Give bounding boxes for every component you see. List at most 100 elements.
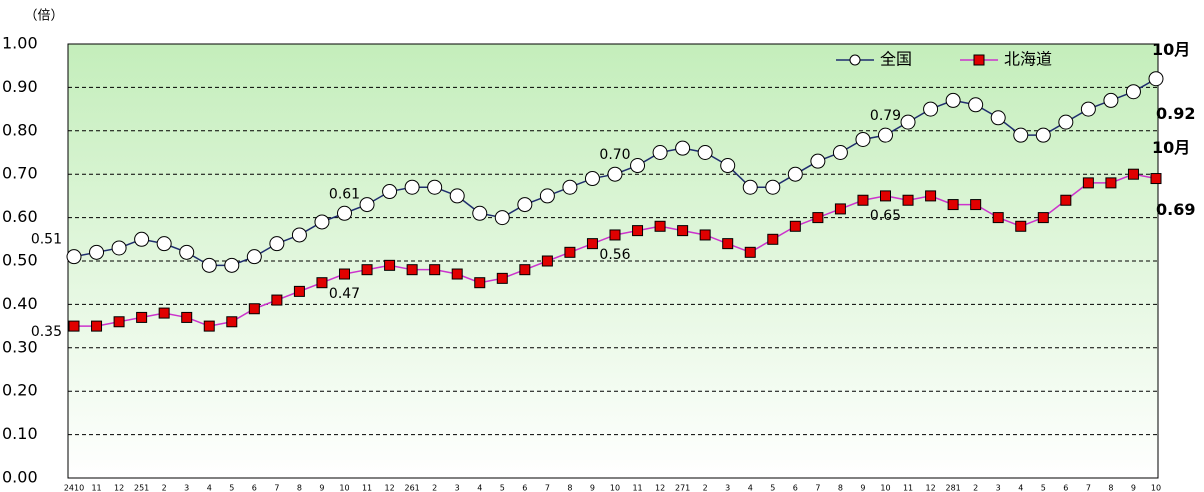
marker xyxy=(970,199,982,211)
y-tick-label: 0.50 xyxy=(2,251,38,270)
marker xyxy=(880,190,891,202)
marker xyxy=(1060,194,1072,206)
marker xyxy=(158,307,170,319)
marker xyxy=(474,277,486,289)
marker xyxy=(1058,114,1074,130)
marker xyxy=(314,214,330,230)
x-tick-label: 12 xyxy=(655,484,665,492)
marker xyxy=(89,244,105,260)
marker xyxy=(293,285,305,297)
marker xyxy=(992,212,1004,224)
x-tick-label: 2 xyxy=(162,484,167,492)
data-label: 0.79 xyxy=(870,108,901,124)
marker xyxy=(517,197,533,213)
marker xyxy=(564,246,576,258)
x-tick-label: 2 xyxy=(703,484,708,492)
marker xyxy=(722,238,734,250)
marker xyxy=(451,268,463,280)
data-label: 0.56 xyxy=(599,247,630,263)
marker xyxy=(136,311,148,323)
x-tick-label: 7 xyxy=(545,484,550,492)
marker xyxy=(1148,71,1164,87)
legend-label: 北海道 xyxy=(1004,50,1052,69)
x-tick-label: 6 xyxy=(252,484,257,492)
marker xyxy=(156,236,172,252)
x-tick-label: 261 xyxy=(404,484,419,492)
marker xyxy=(632,225,644,237)
x-tick-label: 5 xyxy=(229,484,234,492)
x-tick-label: 281 xyxy=(945,484,960,492)
marker xyxy=(111,240,127,256)
x-tick-label: 11 xyxy=(632,484,642,492)
marker xyxy=(113,316,125,328)
marker xyxy=(855,131,871,147)
marker xyxy=(652,145,668,160)
marker xyxy=(834,203,846,215)
marker xyxy=(339,268,350,280)
marker xyxy=(246,249,262,265)
marker xyxy=(1103,92,1119,108)
x-tick-label: 8 xyxy=(838,484,843,492)
x-tick-label: 10 xyxy=(880,484,890,492)
x-tick-label: 6 xyxy=(522,484,527,492)
marker xyxy=(496,272,508,284)
x-tick-label: 11 xyxy=(91,484,101,492)
marker xyxy=(429,264,441,276)
marker xyxy=(990,110,1006,126)
marker xyxy=(472,205,488,221)
x-tick-label: 8 xyxy=(1108,484,1113,492)
y-tick-label: 1.00 xyxy=(2,34,38,53)
marker xyxy=(359,197,375,213)
marker xyxy=(742,179,758,195)
marker xyxy=(584,171,600,187)
marker xyxy=(810,153,826,169)
x-tick-label: 9 xyxy=(1131,484,1136,492)
data-label: 0.69 xyxy=(1156,200,1195,219)
marker xyxy=(541,255,553,267)
legend-marker xyxy=(973,54,985,66)
x-tick-label: 4 xyxy=(748,484,753,492)
marker xyxy=(404,179,420,195)
x-tick-label: 271 xyxy=(675,484,690,492)
data-label: 0.35 xyxy=(31,324,62,340)
y-tick-label: 0.40 xyxy=(2,294,38,313)
marker xyxy=(765,179,781,195)
x-tick-label: 9 xyxy=(860,484,865,492)
data-label: 0.51 xyxy=(31,232,62,248)
marker xyxy=(382,184,398,200)
marker xyxy=(337,205,352,221)
data-label: 0.70 xyxy=(599,147,630,163)
marker xyxy=(68,320,80,332)
x-tick-label: 3 xyxy=(184,484,189,492)
y-tick-label: 0.20 xyxy=(2,381,38,400)
marker xyxy=(427,179,443,195)
marker xyxy=(134,231,150,247)
marker xyxy=(878,127,893,143)
marker xyxy=(720,158,736,174)
x-tick-label: 8 xyxy=(567,484,572,492)
marker xyxy=(1015,220,1027,232)
x-tick-label: 3 xyxy=(725,484,730,492)
marker xyxy=(607,166,623,182)
x-tick-label: 6 xyxy=(1063,484,1068,492)
y-tick-label: 0.00 xyxy=(2,468,38,487)
marker xyxy=(271,294,283,306)
marker xyxy=(1125,84,1141,100)
marker xyxy=(66,249,82,265)
marker xyxy=(630,158,646,174)
data-label: 0.92 xyxy=(1156,104,1195,123)
x-tick-label: 9 xyxy=(590,484,595,492)
marker xyxy=(945,92,961,108)
marker xyxy=(384,259,396,271)
y-tick-label: 0.90 xyxy=(2,77,38,96)
marker xyxy=(179,244,195,260)
marker xyxy=(857,194,869,206)
x-tick-label: 2410 xyxy=(64,484,84,492)
marker xyxy=(291,227,307,243)
x-tick-label: 10 xyxy=(339,484,349,492)
marker xyxy=(697,145,713,160)
marker xyxy=(562,179,578,195)
marker xyxy=(181,311,193,323)
marker xyxy=(586,238,598,250)
x-tick-label: 2 xyxy=(432,484,437,492)
